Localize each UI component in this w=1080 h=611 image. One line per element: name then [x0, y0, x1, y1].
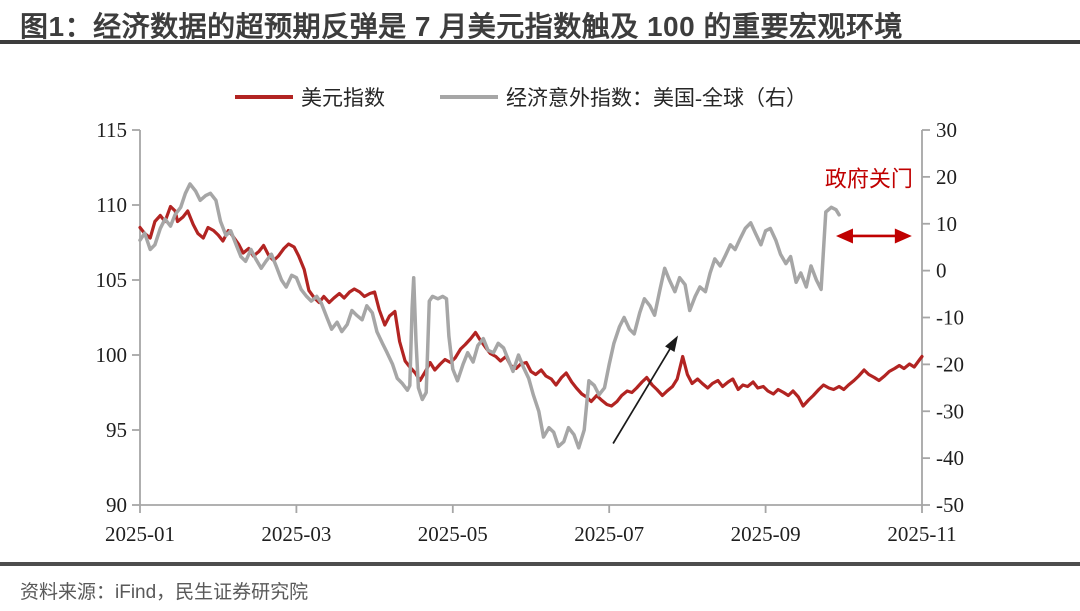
chart-legend: 美元指数 经济意外指数：美国-全球（右） [0, 84, 1080, 110]
source-note: 资料来源：iFind，民生证券研究院 [20, 582, 309, 603]
shutdown-annotation: 政府关门 [825, 167, 913, 192]
surprise-index-line [138, 182, 841, 450]
y-right-tick-label: 20 [936, 165, 957, 189]
x-tick-label: 2025-01 [105, 522, 175, 546]
chart-canvas: 90 95 100 105 110 115 -50 -40 -30 -20 -10 0 10 20 30 20… [96, 118, 965, 546]
legend-item-surprise-index: 经济意外指数：美国-全球（右） [440, 84, 807, 110]
x-tick-label: 2025-09 [731, 522, 801, 546]
shutdown-arrow-head-left [835, 228, 853, 244]
y-right-tick-label: -20 [936, 352, 964, 376]
x-tick-label: 2025-05 [418, 522, 488, 546]
legend-item-dollar-index: 美元指数 [235, 84, 385, 110]
chart-title: 图1：经济数据的超预期反弹是 7 月美元指数触及 100 的重要宏观环境 [20, 11, 903, 42]
y-left-tick-label: 105 [96, 268, 128, 292]
trend-arrow-head [665, 335, 679, 353]
x-tick-label: 2025-03 [261, 522, 331, 546]
shutdown-arrow-head-right [894, 228, 912, 244]
y-right-tick-label: -50 [936, 493, 964, 517]
dollar-index-line [138, 204, 924, 408]
footer-divider [0, 562, 1080, 566]
x-tick-label: 2025-11 [887, 522, 956, 546]
legend-label-surprise-index: 经济意外指数：美国-全球（右） [506, 86, 807, 110]
legend-label-dollar-index: 美元指数 [301, 86, 385, 110]
y-right-tick-label: 30 [936, 118, 957, 142]
chart-area: 90 95 100 105 110 115 -50 -40 -30 -20 -10 0 10 20 30 20… [96, 118, 965, 546]
y-right-tick-label: -30 [936, 399, 964, 423]
y-left-tick-label: 95 [106, 418, 127, 442]
y-right-tick-label: 0 [936, 259, 947, 283]
dollar-index-line-swatch [235, 95, 293, 99]
x-tick-label: 2025-07 [574, 522, 644, 546]
y-left-tick-label: 115 [96, 118, 127, 142]
surprise-index-line-swatch [440, 95, 498, 99]
y-right-tick-label: -10 [936, 306, 964, 330]
trend-arrow-line [612, 345, 673, 444]
y-right-tick-label: -40 [936, 446, 964, 470]
title-divider [0, 40, 1080, 44]
y-right-tick-label: 10 [936, 212, 957, 236]
y-left-tick-label: 110 [96, 193, 127, 217]
y-left-tick-label: 90 [106, 493, 127, 517]
y-left-tick-label: 100 [96, 343, 128, 367]
